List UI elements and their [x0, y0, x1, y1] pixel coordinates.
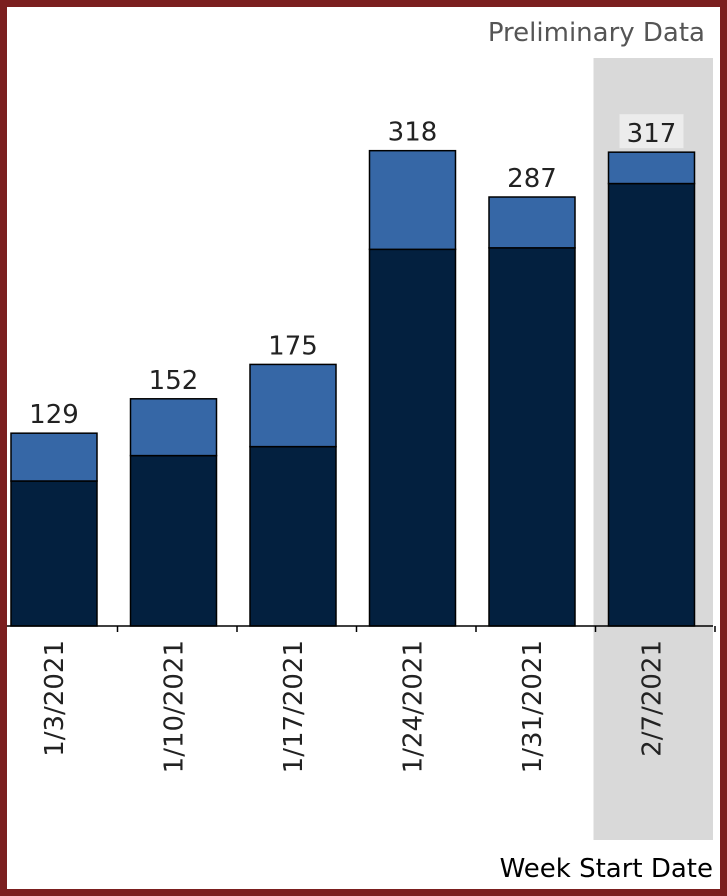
- x-tick-label: 1/10/2021: [160, 640, 190, 773]
- total-label-background: [619, 114, 684, 149]
- bar-segment-upper: [10, 432, 98, 482]
- bar-segment-lower: [129, 454, 218, 627]
- x-tick-label: 2/7/2021: [638, 640, 668, 757]
- x-tick-label: 1/31/2021: [518, 640, 548, 773]
- bar-segment-upper: [129, 398, 218, 457]
- x-axis-title: Week Start Date: [499, 854, 713, 884]
- bar-segment-upper: [249, 363, 337, 448]
- bar-segment-lower: [368, 248, 457, 627]
- bar-total-label: 317: [627, 119, 677, 149]
- preliminary-data-label: Preliminary Data: [487, 18, 705, 48]
- bar-segment-upper: [488, 196, 576, 249]
- bar-segment-lower: [488, 247, 576, 627]
- bar-total-label: 287: [507, 164, 557, 194]
- bar-total-label: 129: [29, 400, 79, 430]
- x-tick-label: 1/24/2021: [399, 640, 429, 773]
- bar-segment-upper: [368, 149, 457, 251]
- bar-total-label: 175: [268, 331, 318, 361]
- bar-segment-lower: [607, 182, 696, 627]
- bar-segment-lower: [249, 445, 337, 627]
- bar-segment-upper: [607, 151, 696, 185]
- x-tick-label: 1/17/2021: [279, 640, 309, 773]
- x-tick-label: 1/3/2021: [40, 640, 70, 757]
- bar-segment-lower: [10, 480, 98, 627]
- bar-total-label: 152: [149, 366, 199, 396]
- bar-total-label: 318: [388, 118, 438, 148]
